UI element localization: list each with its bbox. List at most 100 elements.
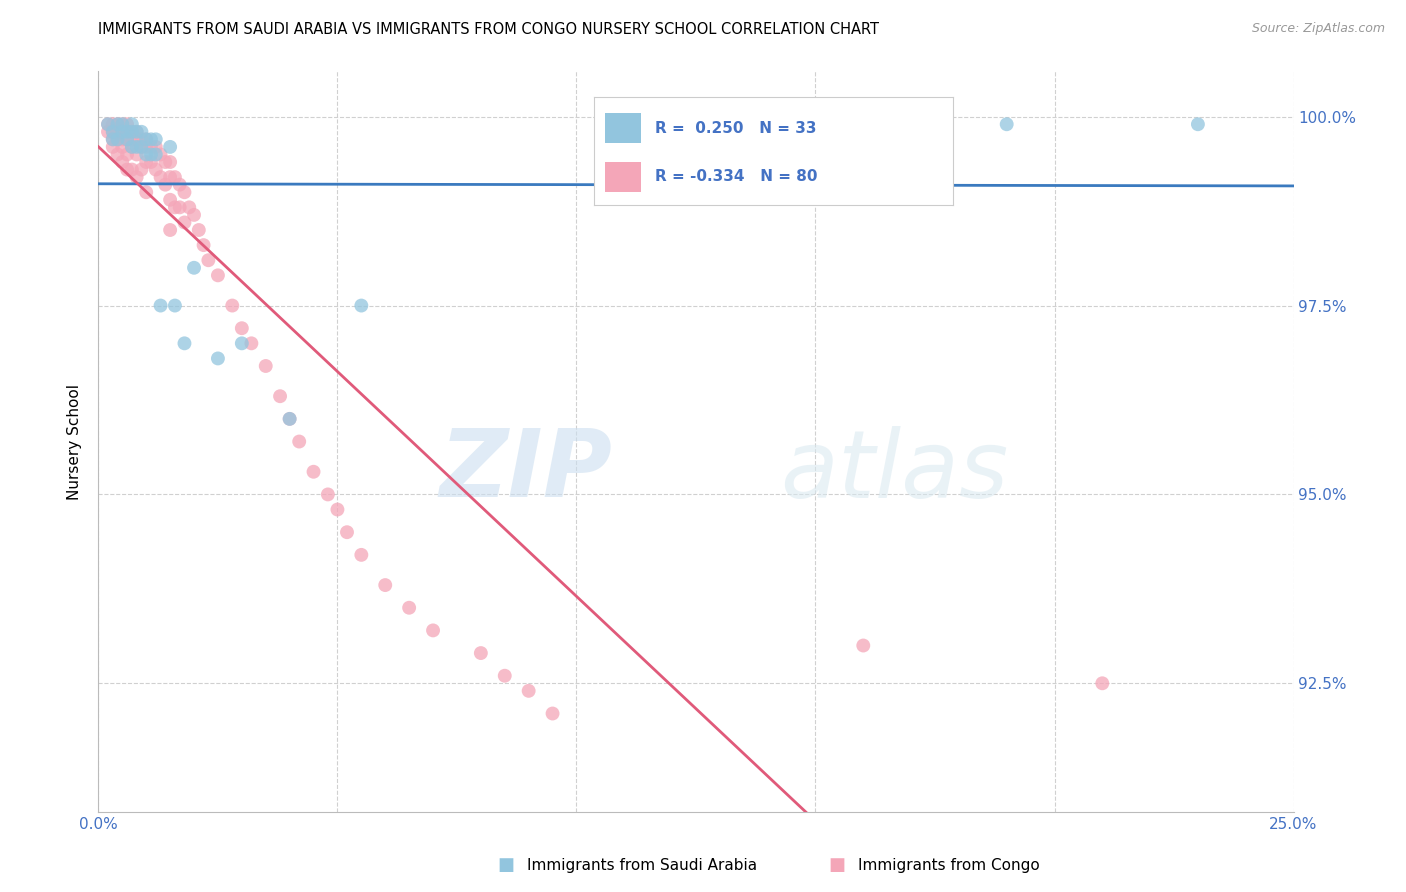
Point [187,223,209,237]
Point [139,140,162,154]
Point [101,125,124,139]
Point [159,140,181,154]
Point [131,132,153,146]
Point [145,147,167,161]
Point [115,125,138,139]
Point [183,260,205,275]
Point [107,117,129,131]
Point [155,155,177,169]
Point [517,683,540,698]
Point [101,117,124,131]
Point [288,434,311,449]
Point [494,669,516,683]
Point [173,215,195,229]
Point [193,238,215,252]
Text: Immigrants from Congo: Immigrants from Congo [858,858,1039,872]
Point [125,125,148,139]
Point [107,132,129,146]
Point [111,140,134,154]
Point [169,200,191,214]
Point [107,132,129,146]
Point [115,147,138,161]
Point [269,389,291,403]
Point [121,125,143,139]
Point [135,140,157,154]
Point [155,178,177,192]
Point [179,200,201,214]
Point [125,140,148,154]
Point [398,600,420,615]
Point [101,132,124,146]
Point [111,117,134,131]
Point [149,299,172,313]
Point [121,125,143,139]
Point [97,117,120,131]
Point [131,162,153,177]
Point [115,162,138,177]
Point [159,193,181,207]
Point [163,299,186,313]
Point [541,706,564,721]
Point [221,299,243,313]
Text: Source: ZipAtlas.com: Source: ZipAtlas.com [1251,22,1385,36]
Point [121,140,143,154]
Point [254,359,277,373]
Point [159,155,181,169]
Point [121,117,143,131]
Point [145,132,167,146]
Point [111,132,134,146]
Point [111,155,134,169]
Point [326,502,349,516]
Point [207,268,229,283]
Point [149,147,172,161]
Point [470,646,492,660]
Point [131,125,153,139]
Point [139,147,162,161]
Point [173,336,195,351]
Point [101,125,124,139]
Point [350,299,373,313]
Point [107,147,129,161]
Point [121,140,143,154]
Point [422,624,444,638]
Point [278,412,301,426]
Point [145,140,167,154]
Point [135,147,157,161]
Point [852,639,875,653]
Point [197,253,219,268]
Point [159,223,181,237]
Text: ■: ■ [828,856,845,874]
Y-axis label: Nursery School: Nursery School [67,384,83,500]
Point [316,487,339,501]
Text: IMMIGRANTS FROM SAUDI ARABIA VS IMMIGRANTS FROM CONGO NURSERY SCHOOL CORRELATION: IMMIGRANTS FROM SAUDI ARABIA VS IMMIGRAN… [98,22,879,37]
Point [121,162,143,177]
Point [183,208,205,222]
Point [278,412,301,426]
Point [131,140,153,154]
Point [231,321,253,335]
Text: Immigrants from Saudi Arabia: Immigrants from Saudi Arabia [527,858,758,872]
Point [173,186,195,200]
Point [125,170,148,185]
Point [115,132,138,146]
Point [159,170,181,185]
Point [231,336,253,351]
Text: ZIP: ZIP [440,425,613,517]
Point [350,548,373,562]
Point [1187,117,1209,131]
Point [139,132,162,146]
Point [336,525,359,540]
Point [101,140,124,154]
Text: ■: ■ [498,856,515,874]
Point [125,132,148,146]
Point [107,117,129,131]
Point [149,170,172,185]
Point [115,132,138,146]
Point [145,162,167,177]
Point [111,117,134,131]
Point [125,147,148,161]
Point [1091,676,1114,690]
Point [135,132,157,146]
Point [135,186,157,200]
Point [169,178,191,192]
